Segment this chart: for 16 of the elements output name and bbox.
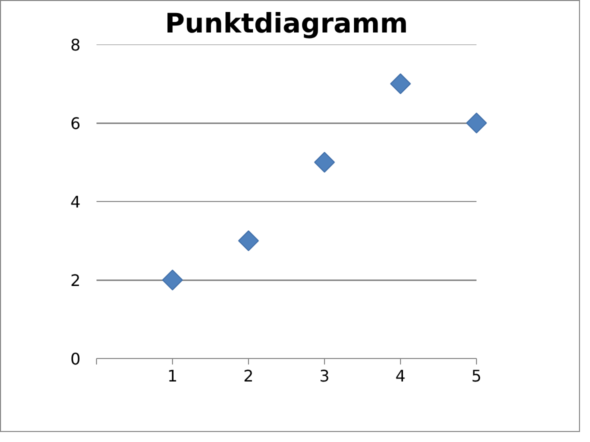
point <box>238 230 259 252</box>
x-tick-label: 1 <box>167 366 178 386</box>
point <box>162 270 183 290</box>
x-tick-label: 2 <box>243 366 254 386</box>
point <box>466 112 487 134</box>
x-tick-label: 5 <box>471 366 482 386</box>
x-tick-label: 4 <box>395 366 406 386</box>
y-tick-label: 0 <box>70 350 81 368</box>
y-tick-label: 6 <box>70 114 81 133</box>
y-tick-label: 8 <box>70 36 81 54</box>
point <box>390 73 411 94</box>
y-tick-label: 4 <box>70 192 81 212</box>
chart-title: Punktdiagramm <box>164 8 408 40</box>
y-tick-label: 2 <box>70 271 81 290</box>
point <box>314 152 335 173</box>
x-tick-label: 3 <box>319 366 330 386</box>
